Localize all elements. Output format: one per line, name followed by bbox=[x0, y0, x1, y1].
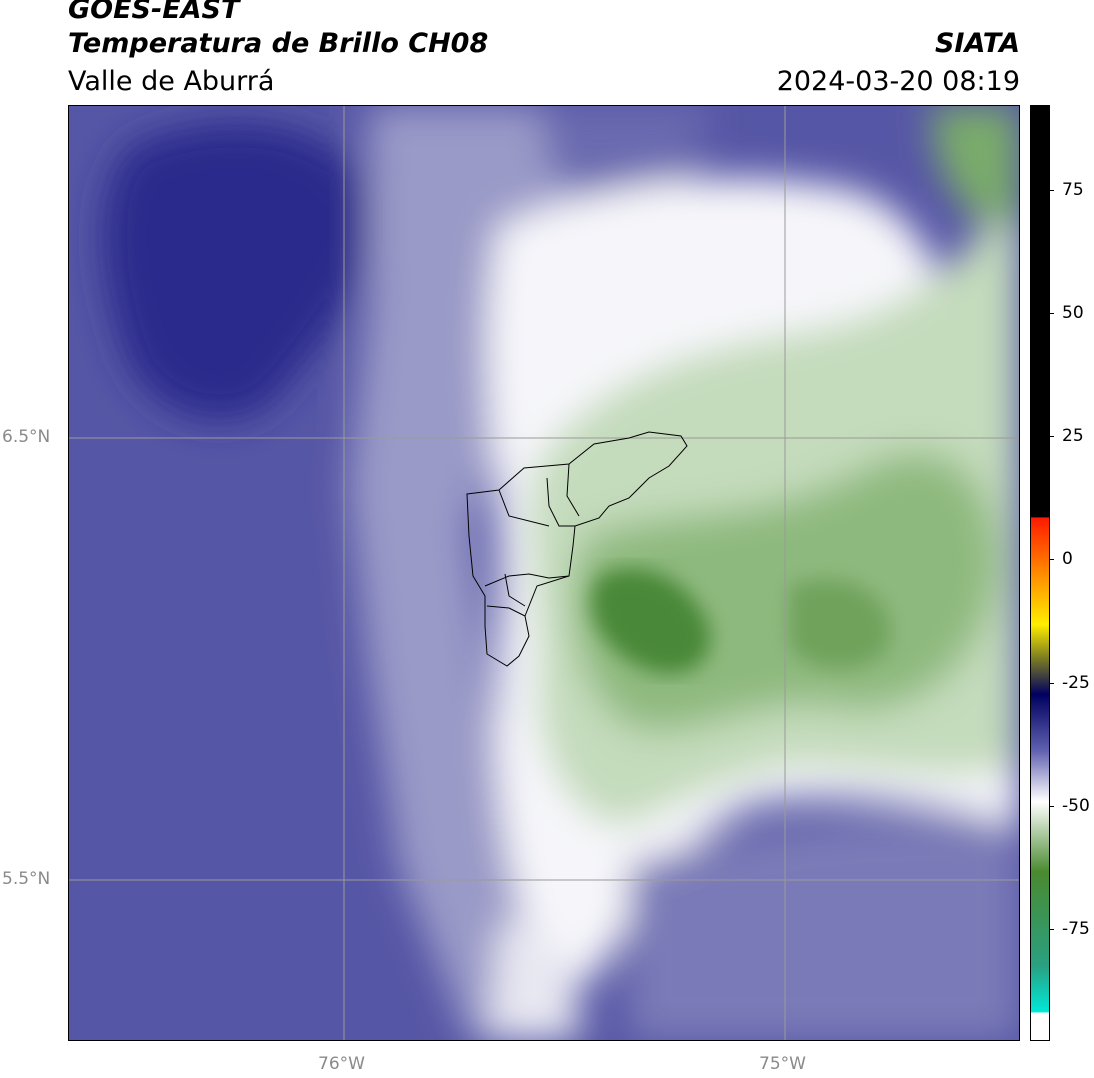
upper-right-green bbox=[929, 106, 1019, 226]
colorbar-label-neg50: -50 bbox=[1062, 796, 1090, 816]
boundary-inner-1 bbox=[546, 477, 575, 527]
dark-green-east bbox=[789, 579, 891, 669]
colorbar-label-neg75: -75 bbox=[1062, 919, 1090, 939]
lat-label-6-5: 6.5°N bbox=[2, 427, 51, 447]
boundary-outline bbox=[466, 431, 688, 667]
colorbar-tick bbox=[1049, 929, 1054, 930]
colorbar-label-0: 0 bbox=[1062, 549, 1073, 569]
lon-label-75w: 75°W bbox=[759, 1054, 806, 1074]
colorbar-label-50: 50 bbox=[1062, 303, 1084, 323]
region-title: Valle de Aburrá bbox=[68, 66, 275, 97]
boundary-inner-4 bbox=[484, 573, 570, 587]
colorbar-tick bbox=[1049, 190, 1054, 191]
channel-title: Temperatura de Brillo CH08 bbox=[68, 28, 489, 59]
colorbar-tick bbox=[1049, 436, 1054, 437]
dark-green-core bbox=[591, 568, 711, 674]
cold-cloud-region bbox=[102, 122, 373, 421]
lower-light-patch bbox=[489, 922, 575, 1040]
colorbar-label-75: 75 bbox=[1062, 180, 1084, 200]
lat-label-5-5: 5.5°N bbox=[2, 869, 51, 889]
municipality-boundaries bbox=[466, 431, 688, 667]
colorbar-tick bbox=[1049, 683, 1054, 684]
satellite-map[interactable] bbox=[68, 105, 1020, 1041]
boundary-inner-6 bbox=[486, 605, 526, 617]
colorbar-tick bbox=[1049, 559, 1054, 560]
colorbar-gradient bbox=[1031, 106, 1049, 1040]
colorbar-label-25: 25 bbox=[1062, 426, 1084, 446]
lavender-band bbox=[349, 106, 629, 1040]
boundary-inner-5 bbox=[504, 573, 526, 607]
colorbar bbox=[1030, 105, 1050, 1041]
boundary-inner-3 bbox=[498, 489, 550, 527]
boundary-inner-2 bbox=[566, 463, 580, 517]
brand-label: SIATA bbox=[934, 28, 1020, 59]
colorbar-label-neg25: -25 bbox=[1062, 673, 1090, 693]
datetime-label: 2024-03-20 08:19 bbox=[776, 66, 1020, 97]
colorbar-tick bbox=[1049, 313, 1054, 314]
lon-label-76w: 76°W bbox=[318, 1054, 365, 1074]
graticule bbox=[69, 106, 1019, 1040]
lower-blue-region bbox=[629, 818, 1019, 1040]
product-title: GOES-EAST bbox=[68, 0, 240, 25]
colorbar-tick bbox=[1049, 806, 1054, 807]
